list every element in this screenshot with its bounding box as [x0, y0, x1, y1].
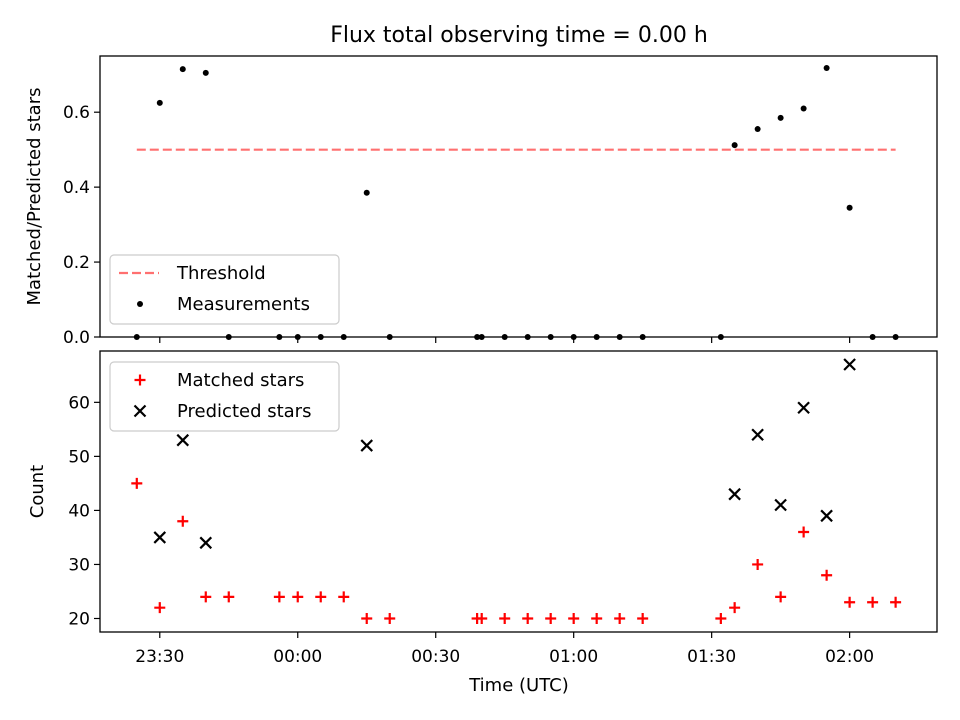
- x-tick-label: 01:30: [687, 647, 736, 667]
- axes-frame: [99, 55, 938, 338]
- data-point: [798, 526, 810, 538]
- data-point: [153, 531, 167, 544]
- y-tick-label: 30: [68, 555, 90, 575]
- data-point: [315, 591, 327, 603]
- legend-box: [109, 361, 340, 432]
- chart-title: Flux total observing time = 0.00 h: [330, 23, 708, 48]
- series-1: [131, 477, 902, 624]
- x-tick-label: 00:00: [273, 647, 322, 667]
- data-point: [775, 591, 787, 603]
- y-tick-label: 60: [68, 393, 90, 413]
- data-point: [202, 69, 209, 76]
- data-point: [867, 596, 879, 608]
- data-point: [591, 612, 603, 624]
- flux-ratio-panel: 0.0 0.2 0.4 0.6 Matched/Predicted stars Thres…: [24, 55, 938, 348]
- data-point: [176, 433, 190, 447]
- data-point: [200, 591, 212, 603]
- data-point: [843, 358, 856, 371]
- data-point: [637, 612, 649, 624]
- legend: Threshold Measurements: [109, 254, 340, 325]
- data-point: [614, 612, 626, 624]
- data-point: [223, 591, 235, 603]
- y-tick-label: 0.6: [63, 103, 90, 123]
- legend-box: [109, 254, 340, 325]
- data-point: [154, 602, 166, 614]
- data-point: [177, 515, 189, 527]
- data-point: [729, 602, 741, 614]
- y-tick-label: 50: [68, 447, 90, 467]
- y-tick-label: 0.2: [63, 253, 90, 273]
- series-1: [133, 64, 899, 340]
- data-point: [728, 487, 741, 501]
- data-point: [363, 189, 370, 196]
- y-tick-label: 40: [68, 501, 90, 521]
- star-count-panel: 20 30 40 50 60 23:30 00:00 00:30 01:00 01:30 02:00…: [27, 350, 938, 667]
- data-point: [800, 105, 807, 112]
- y-tick-label: 0.4: [63, 178, 90, 198]
- x-tick-label: 23:30: [135, 647, 184, 667]
- legend-label: Threshold: [176, 263, 266, 284]
- data-point: [823, 64, 830, 71]
- data-point: [797, 401, 810, 415]
- data-point: [360, 439, 374, 452]
- data-point: [751, 428, 764, 442]
- data-point: [384, 612, 396, 624]
- data-point: [476, 612, 488, 624]
- series-2: [153, 358, 856, 550]
- legend-marker: [133, 404, 147, 418]
- data-point: [752, 558, 764, 570]
- data-point: [774, 498, 787, 512]
- legend-label: Measurements: [177, 294, 310, 315]
- x-tick-label: 02:00: [825, 647, 874, 667]
- axes-frame: [99, 350, 938, 633]
- x-tick-label: 01:00: [549, 647, 598, 667]
- data-point: [361, 612, 373, 624]
- legend-label: Matched stars: [177, 370, 304, 391]
- y-axis-label: Matched/Predicted stars: [24, 88, 45, 306]
- data-point: [821, 569, 833, 581]
- data-point: [731, 142, 738, 149]
- data-point: [292, 591, 304, 603]
- data-point: [715, 612, 727, 624]
- y-tick-label: 0.0: [63, 328, 90, 348]
- data-point: [199, 536, 213, 550]
- data-point: [568, 612, 580, 624]
- data-point: [754, 126, 761, 133]
- data-point: [499, 612, 511, 624]
- x-axis-label: Time (UTC): [468, 675, 569, 696]
- data-point: [156, 99, 163, 106]
- data-point: [777, 114, 784, 121]
- x-tick-label: 00:30: [411, 647, 460, 667]
- data-point: [179, 66, 186, 73]
- legend: Matched stars Predicted stars: [109, 361, 340, 432]
- data-point: [545, 612, 557, 624]
- data-point: [522, 612, 534, 624]
- data-point: [131, 477, 143, 489]
- y-tick-label: 20: [68, 609, 90, 629]
- legend-marker: [134, 374, 146, 386]
- data-point: [890, 596, 902, 608]
- data-point: [846, 204, 853, 211]
- legend-marker: [137, 301, 143, 307]
- data-point: [820, 509, 833, 523]
- legend-label: Predicted stars: [177, 401, 311, 422]
- data-point: [338, 591, 350, 603]
- y-axis-label: Count: [27, 465, 48, 518]
- data-point: [844, 596, 856, 608]
- data-point: [273, 591, 285, 603]
